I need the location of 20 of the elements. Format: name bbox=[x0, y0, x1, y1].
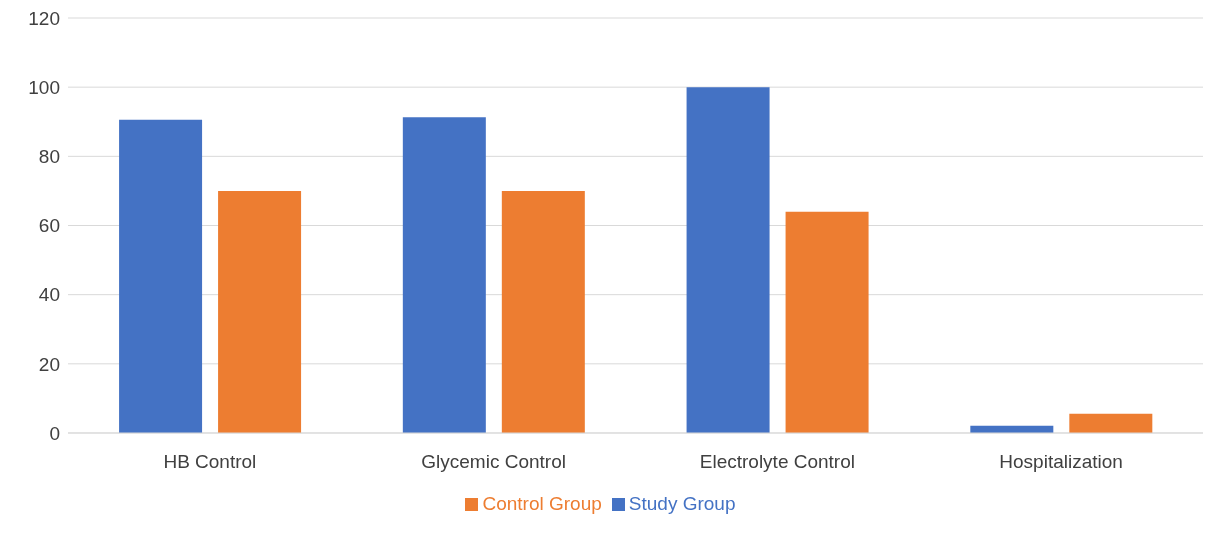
x-tick-label: Glycemic Control bbox=[421, 451, 566, 473]
bar bbox=[402, 117, 486, 433]
legend-label: Study Group bbox=[628, 493, 736, 514]
bar bbox=[686, 87, 770, 433]
y-tick-label: 120 bbox=[28, 7, 60, 29]
y-tick-label: 20 bbox=[38, 353, 60, 375]
bar bbox=[785, 211, 869, 433]
legend-label: Control Group bbox=[482, 493, 602, 514]
y-tick-label: 60 bbox=[38, 215, 60, 237]
bar bbox=[119, 119, 203, 433]
x-tick-label: HB Control bbox=[163, 451, 257, 473]
bar bbox=[501, 190, 585, 433]
bar bbox=[1069, 413, 1153, 433]
y-tick-label: 100 bbox=[28, 76, 60, 98]
bar bbox=[218, 190, 302, 433]
y-tick-label: 80 bbox=[38, 146, 60, 168]
x-tick-label: Electrolyte Control bbox=[699, 451, 855, 473]
y-tick-label: 0 bbox=[49, 422, 60, 444]
y-tick-label: 40 bbox=[38, 284, 60, 306]
x-tick-label: Hospitalization bbox=[999, 451, 1123, 473]
